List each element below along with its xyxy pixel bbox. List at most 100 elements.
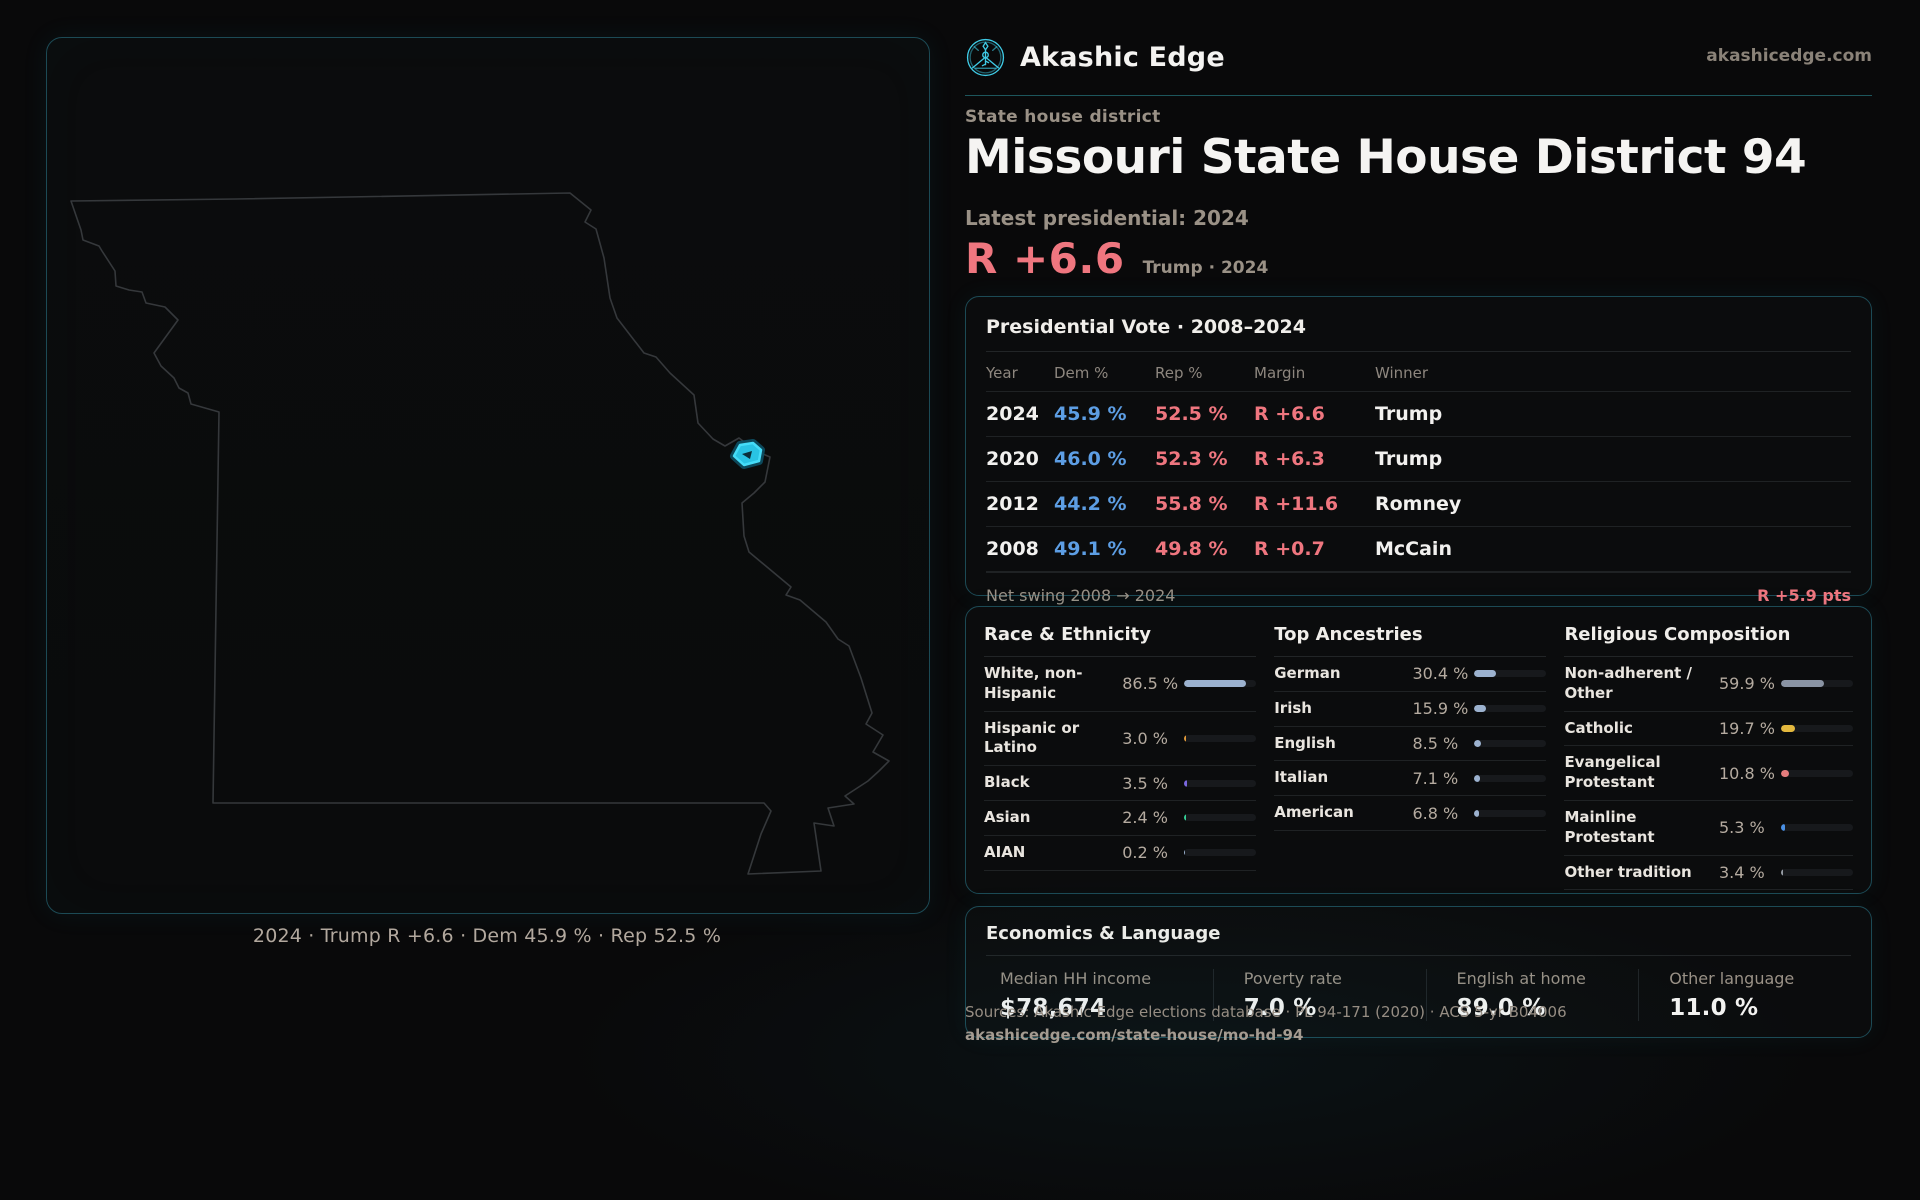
top-ancestries-rows: German 30.4 % Irish 15.9 % English 8.5 % Itali… [1274, 657, 1547, 831]
stat-row: Catholic 19.7 % [1564, 712, 1853, 747]
demographics-panel: Race & Ethnicity White, non-Hispanic 86.5… [965, 606, 1872, 894]
econ-stat-value: 11.0 % [1669, 995, 1759, 1021]
stat-bar [1184, 814, 1257, 822]
stat-label: Italian [1274, 768, 1329, 787]
col-margin: Margin [1254, 364, 1306, 382]
presidential-vote-row: 2024 45.9 % 52.5 % R +6.6 Trump [986, 392, 1851, 437]
cell-dem: 44.2 % [1054, 493, 1127, 515]
stat-bar [1781, 724, 1853, 732]
stat-row: Asian 2.4 % [984, 801, 1257, 836]
headline-margin: R +6.6 Trump · 2024 [965, 234, 1268, 283]
stat-value: 3.5 % [1122, 773, 1168, 793]
stat-row: AIAN 0.2 % [984, 836, 1257, 871]
cell-year: 2012 [986, 493, 1039, 515]
race-ethnicity-title: Race & Ethnicity [984, 624, 1257, 657]
table-body: 2024 45.9 % 52.5 % R +6.6 Trump 2020 46.0 % 52.… [986, 392, 1851, 572]
col-rep: Rep % [1155, 364, 1203, 382]
economics-panel: Economics & Language Median HH income $78… [965, 906, 1872, 1038]
stat-row: American 6.8 % [1274, 796, 1547, 831]
cell-dem: 46.0 % [1054, 448, 1127, 470]
stat-row: Irish 15.9 % [1274, 692, 1547, 727]
stat-value: 3.0 % [1122, 728, 1168, 748]
stat-row: Black 3.5 % [984, 766, 1257, 801]
cell-margin: R +11.6 [1254, 493, 1339, 515]
econ-stat-label: Other language [1669, 969, 1795, 988]
stat-bar [1474, 705, 1547, 713]
stat-label: Mainline Protestant [1564, 807, 1655, 846]
cell-rep: 52.3 % [1155, 448, 1228, 470]
brand-name: Akashic Edge [1020, 42, 1225, 73]
stat-value: 5.3 % [1719, 818, 1765, 838]
religious-composition-title: Religious Composition [1564, 624, 1853, 657]
cell-winner: Romney [1375, 493, 1462, 515]
eyebrow-label: State house district [965, 107, 1161, 127]
stat-bar [1781, 680, 1853, 688]
stat-row: Hispanic or Latino 3.0 % [984, 712, 1257, 767]
stat-bar [1184, 849, 1257, 857]
cell-rep: 52.5 % [1155, 403, 1228, 425]
presidential-vote-row: 2008 49.1 % 49.8 % R +0.7 McCain [986, 527, 1851, 572]
district-marker [730, 439, 765, 469]
stat-bar [1184, 779, 1257, 787]
stat-row: Evangelical Protestant 10.8 % [1564, 746, 1853, 801]
stat-bar [1184, 734, 1257, 742]
presidential-vote-row: 2020 46.0 % 52.3 % R +6.3 Trump [986, 437, 1851, 482]
table-header-row: Year Dem % Rep % Margin Winner [986, 352, 1851, 392]
stat-value: 15.9 % [1412, 699, 1469, 719]
stat-label: Evangelical Protestant [1564, 753, 1661, 792]
cell-year: 2024 [986, 403, 1039, 425]
stat-row: German 30.4 % [1274, 657, 1547, 692]
econ-stat-value: 89.0 % [1456, 995, 1546, 1021]
stat-label: White, non-Hispanic [984, 664, 1083, 702]
stat-label: Asian [984, 807, 1031, 826]
stat-label: Irish [1274, 698, 1312, 717]
stat-label: American [1274, 803, 1354, 822]
cell-year: 2020 [986, 448, 1039, 470]
econ-stat-label: English at home [1456, 969, 1586, 988]
stat-bar [1781, 769, 1853, 777]
presidential-vote-title: Presidential Vote · 2008–2024 [986, 316, 1851, 352]
cell-margin: R +0.7 [1254, 538, 1325, 560]
cell-margin: R +6.3 [1254, 448, 1325, 470]
stat-bar [1781, 868, 1853, 876]
top-ancestries-title: Top Ancestries [1274, 624, 1547, 657]
stat-bar [1474, 774, 1547, 782]
missouri-map [70, 192, 890, 875]
stat-value: 2.4 % [1122, 808, 1168, 828]
stat-value: 19.7 % [1719, 718, 1775, 738]
stat-bar [1184, 680, 1257, 688]
econ-stat: Other language 11.0 % [1638, 969, 1851, 1021]
stat-value: 10.8 % [1719, 763, 1775, 783]
cell-dem: 45.9 % [1054, 403, 1127, 425]
stat-value: 0.2 % [1122, 843, 1168, 863]
econ-stat-value: 7.0 % [1243, 995, 1317, 1021]
col-winner: Winner [1375, 364, 1429, 382]
stat-row: Italian 7.1 % [1274, 761, 1547, 797]
stat-row: White, non-Hispanic 86.5 % [984, 657, 1257, 712]
page-url[interactable]: akashicedge.com/state-house/mo-hd-94 [965, 1026, 1304, 1044]
econ-stat-label: Poverty rate [1243, 969, 1342, 988]
net-swing-label: Net swing 2008 → 2024 [986, 586, 1176, 605]
stat-label: Non-adherent / Other [1564, 664, 1693, 702]
econ-stat: Median HH income $78,674 [1000, 969, 1213, 1021]
cell-winner: Trump [1375, 403, 1443, 425]
stat-label: AIAN [984, 842, 1026, 861]
stat-row: Mainline Protestant 5.3 % [1564, 801, 1853, 856]
econ-stat: Poverty rate 7.0 % [1212, 969, 1426, 1021]
cell-margin: R +6.6 [1254, 403, 1325, 425]
page-title: Missouri State House District 94 [965, 130, 1807, 185]
stat-label: Other tradition [1564, 862, 1692, 881]
stat-row: Non-adherent / Other 59.9 % [1564, 657, 1853, 712]
brand-domain-link[interactable]: akashicedge.com [1706, 46, 1872, 66]
stat-bar [1474, 739, 1547, 747]
stat-value: 59.9 % [1719, 674, 1775, 694]
col-year: Year [986, 364, 1018, 382]
race-ethnicity-column: Race & Ethnicity White, non-Hispanic 86.5… [984, 624, 1257, 890]
sources-block: Sources: Akashic Edge elections database… [965, 1002, 1567, 1046]
map-caption: 2024 · Trump R +6.6 · Dem 45.9 % · Rep 5… [252, 925, 722, 947]
cell-dem: 49.1 % [1054, 538, 1127, 560]
site-header: Akashic Edge akashicedge.com [965, 30, 1872, 96]
top-ancestries-column: Top Ancestries German 30.4 % Irish 15.9 % En… [1274, 624, 1547, 890]
stat-value: 86.5 % [1122, 674, 1179, 694]
stat-value: 6.8 % [1412, 803, 1459, 823]
